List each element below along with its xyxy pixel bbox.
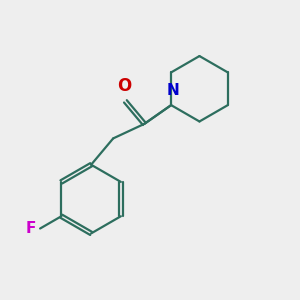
Text: N: N [167,83,179,98]
Text: F: F [26,221,36,236]
Text: O: O [117,77,131,95]
